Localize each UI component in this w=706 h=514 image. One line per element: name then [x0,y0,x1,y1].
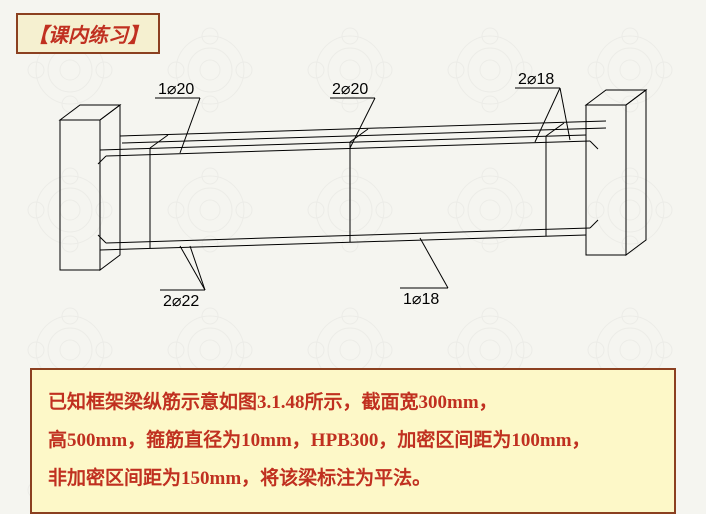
rebar-label-bot-right: 1⌀18 [403,291,439,308]
rebar-label-top-left: 1⌀20 [158,81,194,98]
question-line-1: 已知框架梁纵筋示意如图3.1.48所示，截面宽300mm， [48,384,658,422]
rebar-label-top-right: 2⌀18 [518,71,554,88]
question-line-2: 高500mm，箍筋直径为10mm，HPB300，加密区间距为100mm， [48,422,658,460]
question-line-3: 非加密区间距为150mm，将该梁标注为平法。 [48,460,658,498]
rebar-label-bot-left: 2⌀22 [163,293,199,310]
beam-diagram: 1⌀20 2⌀20 2⌀18 2⌀22 1⌀18 [30,70,676,320]
rebar-label-top-mid: 2⌀20 [332,81,368,98]
question-box: 已知框架梁纵筋示意如图3.1.48所示，截面宽300mm， 高500mm，箍筋直… [30,368,676,514]
section-title-badge: 【课内练习】 [16,13,160,54]
section-title-text: 【课内练习】 [28,25,148,47]
